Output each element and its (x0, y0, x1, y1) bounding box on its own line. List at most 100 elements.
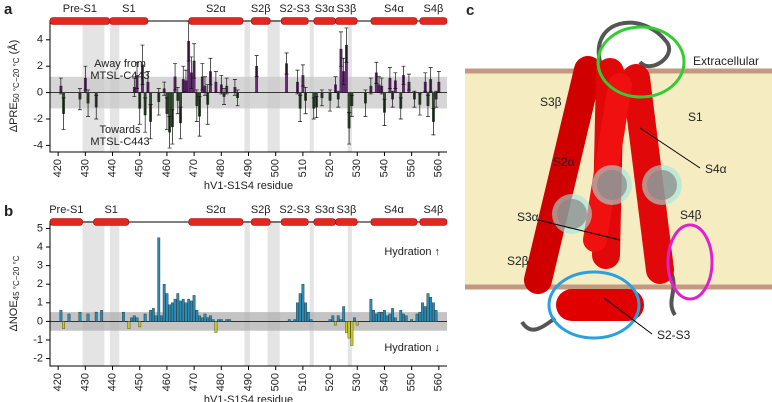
y-tick-label: 4 (37, 241, 43, 253)
y-tick-label: 2 (37, 60, 43, 72)
x-tick-label: 470 (188, 373, 200, 391)
y-tick-label: -2 (33, 113, 43, 125)
loop (596, 20, 672, 69)
error-bar (425, 94, 430, 117)
bar (192, 295, 196, 322)
bar (353, 317, 356, 322)
error-bar (434, 90, 439, 108)
x-axis-label: hV1-S1S4 residue (204, 180, 293, 192)
charts: a Pre-S1 S1 S2α S2β S2-S3 S3α S3β S4α S4β-4-20244… (4, 1, 448, 402)
y-label-main: ΔPRE (8, 102, 20, 132)
x-tick-label: 530 (351, 159, 363, 177)
bar (151, 308, 155, 322)
site (597, 170, 627, 200)
error-bar (197, 96, 202, 137)
error-bar (349, 94, 354, 117)
error-bar (181, 65, 186, 93)
highlight (666, 223, 714, 301)
x-tick-label: 440 (106, 373, 118, 391)
segment (93, 218, 130, 226)
x-tick-label: 470 (188, 159, 200, 177)
diagram-label: S3α (517, 210, 539, 224)
y-tick-label: 4 (37, 34, 43, 46)
segment-label: Pre-S1 (63, 3, 97, 15)
error-bar (140, 44, 145, 86)
segment-label: Pre-S1 (49, 204, 83, 216)
segment-label: S1 (104, 204, 117, 216)
bar (184, 302, 188, 322)
segment-label: S4β (424, 3, 444, 15)
bar (217, 319, 220, 322)
error-bar (173, 63, 178, 91)
bar (162, 284, 166, 322)
x-tick-label: 560 (433, 373, 445, 391)
x-tick-label: 460 (161, 159, 173, 177)
error-bar (77, 88, 82, 111)
x-tick-label: 430 (79, 159, 91, 177)
error-bar (164, 97, 169, 130)
segment (419, 17, 448, 25)
error-bar (156, 88, 161, 116)
error-bar (192, 43, 197, 79)
axis (49, 20, 447, 153)
shaded-region (309, 221, 314, 366)
shaded-region (244, 221, 250, 366)
bar (143, 313, 147, 322)
bar (391, 308, 394, 322)
bar (214, 321, 218, 333)
error-bar (401, 65, 406, 86)
bar (100, 310, 104, 322)
error-bar (303, 86, 308, 115)
bar (228, 319, 231, 322)
error-bar (143, 97, 148, 133)
x-tick-label: 490 (242, 159, 254, 177)
error-bar (347, 112, 352, 145)
bar (309, 319, 313, 322)
y-label-sub: 45 °C−20 °C (12, 255, 21, 300)
error-bar (423, 72, 428, 92)
error-bar (186, 20, 191, 62)
bar (67, 313, 71, 322)
error-bar (162, 81, 167, 96)
segment (280, 17, 309, 25)
bar (176, 293, 180, 322)
y-tick-label: 2 (37, 278, 43, 290)
bar (388, 313, 392, 322)
error-bar (336, 90, 341, 108)
diagram-label: S2-S3 (657, 328, 691, 342)
bar (225, 319, 229, 322)
x-tick-label: 550 (406, 373, 418, 391)
bar (219, 319, 223, 322)
error-bar (135, 61, 140, 89)
shaded-region (347, 221, 352, 366)
bar (429, 297, 433, 322)
chart: a Pre-S1 S1 S2α S2β S2-S3 S3α S3β S4α S4β-4-20244… (4, 1, 448, 192)
bar (377, 311, 381, 322)
bar (393, 317, 397, 322)
x-axis-label: hV1-S1S4 residue (204, 394, 293, 402)
annotation: Hydration ↑ (384, 246, 440, 258)
error-bar (137, 92, 142, 125)
x-tick-label: 500 (270, 373, 282, 391)
x-tick-label: 480 (215, 373, 227, 391)
bar (94, 311, 98, 322)
panel-letter: a (4, 1, 13, 18)
bar (298, 293, 302, 322)
bar (331, 315, 335, 322)
bar (336, 315, 340, 322)
bar (62, 321, 65, 329)
bar (339, 319, 343, 322)
error-bar (436, 71, 441, 93)
x-tick-label: 510 (297, 373, 309, 391)
bar (181, 298, 185, 322)
y-tick-label: -2 (33, 352, 43, 364)
bar (203, 313, 207, 322)
annotation: Towards (100, 124, 141, 136)
diagram-label: S2β (507, 254, 529, 268)
highlight (596, 25, 686, 99)
error-bar (398, 97, 403, 120)
bar (434, 310, 438, 322)
segment-label: S3β (336, 3, 356, 15)
x-tick-label: 490 (242, 373, 254, 391)
segment-label: S2α (206, 204, 226, 216)
